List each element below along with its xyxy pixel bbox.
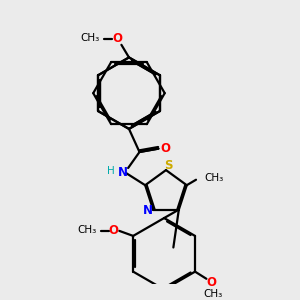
Text: O: O xyxy=(112,32,122,45)
Text: O: O xyxy=(207,276,217,289)
Text: CH₃: CH₃ xyxy=(80,33,100,43)
Text: CH₃: CH₃ xyxy=(77,225,97,235)
Text: N: N xyxy=(118,166,128,179)
Text: N: N xyxy=(143,204,153,217)
Text: O: O xyxy=(160,142,171,155)
Text: CH₃: CH₃ xyxy=(204,172,224,183)
Text: H: H xyxy=(107,166,115,176)
Text: S: S xyxy=(164,158,172,172)
Text: CH₃: CH₃ xyxy=(203,289,222,299)
Text: O: O xyxy=(108,224,118,237)
